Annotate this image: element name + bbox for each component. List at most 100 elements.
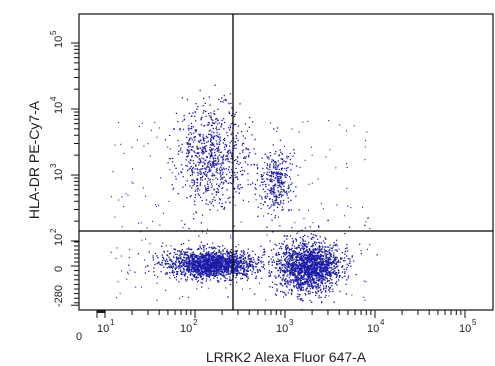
event-dot [269,168,271,171]
event-dot [295,239,297,241]
event-dot [327,268,329,270]
event-dot [196,146,198,148]
event-dot [206,266,208,268]
event-dot [344,271,346,273]
event-dot [192,159,194,162]
event-dot [241,150,244,152]
event-dot [283,190,285,193]
event-dot [315,294,317,297]
event-dot [229,112,231,114]
event-dot [211,156,213,158]
event-dot [252,121,254,123]
event-dot [324,246,326,248]
event-dot [365,221,367,223]
event-dot [296,296,298,298]
event-dot [224,146,226,148]
event-dot [275,201,277,203]
event-dot [210,183,213,185]
event-dot [210,154,212,157]
event-dot [297,290,299,292]
event-dot [312,234,314,236]
event-dot [197,185,199,187]
event-dot [194,277,196,279]
event-dot [242,273,244,275]
event-dot [144,272,146,274]
event-dot [325,273,328,276]
event-dot [180,262,182,264]
event-dot [204,148,207,150]
event-dot [193,183,195,185]
event-dot [205,115,207,117]
event-dot [218,202,221,204]
event-dot [284,271,286,273]
event-dot [323,263,325,265]
event-dot [216,188,218,190]
event-dot [366,248,368,250]
event-dot [248,126,250,128]
event-dot [231,162,233,164]
event-dot [237,260,240,262]
event-dot [202,267,205,270]
event-dot [206,243,208,245]
event-dot [324,279,326,281]
event-dot [292,268,294,270]
event-dot [289,255,291,257]
event-dot [335,266,337,268]
event-dot [217,255,219,257]
event-dot [186,258,188,260]
event-dot [302,239,305,241]
event-dot [349,258,351,260]
event-dot [191,172,194,174]
event-dot [199,246,201,249]
event-dot [286,238,288,240]
event-dot [293,251,295,253]
event-dot [201,152,203,154]
event-dot [201,271,204,273]
event-dot [203,274,205,276]
event-dot [196,269,198,271]
event-dot [185,264,187,266]
event-dot [292,250,294,253]
event-dot [318,279,320,281]
event-dot [216,260,218,262]
event-dot [204,272,206,275]
event-dot [167,146,169,148]
event-dot [220,267,223,269]
event-dot [306,266,308,268]
event-dot [240,278,242,280]
event-dot [310,255,312,257]
event-dot [205,262,208,264]
event-dot [319,267,321,269]
event-dot [292,280,295,283]
event-dot [332,288,334,290]
event-dot [276,202,278,204]
event-dot [307,120,309,122]
event-dot [304,262,306,264]
event-dot [344,250,346,253]
event-dot [225,279,227,282]
event-dot [202,278,204,281]
event-dot [189,127,191,130]
event-dot [198,147,200,149]
event-dot [172,188,174,190]
event-dot [236,255,238,257]
event-dot [332,261,334,263]
event-dot [339,124,341,126]
event-dot [333,242,335,244]
event-dot [287,264,290,267]
event-dot [320,296,322,298]
event-dot [309,226,311,228]
event-dot [246,279,248,281]
event-dot [200,160,202,163]
event-dot [242,250,244,252]
event-dot [215,126,218,128]
event-dot [286,194,288,196]
event-dot [166,258,168,260]
event-dot [295,278,298,280]
event-dot [267,156,270,158]
event-dot [220,205,222,208]
event-dot [309,272,312,274]
event-dot [308,260,310,262]
event-dot [212,158,215,160]
event-dot [275,174,278,176]
